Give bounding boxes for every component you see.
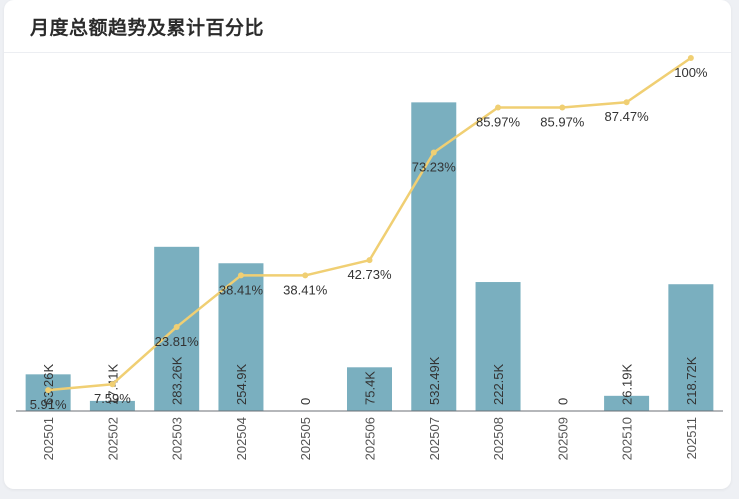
bar-value-label: 0 (298, 398, 313, 405)
combo-chart: 63.26K17.41K283.26K254.9K075.4K532.49K22… (16, 55, 723, 460)
line-value-label: 23.81% (155, 334, 200, 349)
line-value-label: 85.97% (476, 115, 521, 130)
bar-value-label: 0 (555, 398, 570, 405)
x-tick-label: 202511 (684, 417, 699, 459)
line-point-202510 (623, 99, 630, 106)
line-point-202511 (687, 55, 694, 61)
line-point-202501 (45, 387, 52, 394)
bar-202510 (604, 395, 650, 411)
line-value-label: 42.73% (347, 267, 392, 282)
bar-202508 (475, 282, 521, 411)
line-value-label: 38.41% (283, 282, 328, 297)
line-point-202509 (559, 104, 566, 111)
line-point-202505 (302, 272, 309, 279)
x-tick-label: 202503 (170, 417, 185, 460)
line-value-label: 73.23% (412, 159, 457, 174)
line-value-label: 87.47% (605, 109, 650, 124)
line-value-label: 5.91% (30, 397, 67, 412)
x-tick-label: 202508 (491, 417, 506, 460)
line-point-202503 (173, 323, 180, 330)
bar-value-label: 532.49K (427, 356, 442, 405)
line-value-label: 85.97% (540, 115, 585, 130)
bar-value-label: 218.72K (684, 356, 699, 405)
x-tick-label: 202505 (298, 417, 313, 460)
chart-card: 月度总额趋势及累计百分比 63.26K17.41K283.26K254.9K07… (4, 0, 731, 489)
bar-202502 (89, 400, 135, 411)
line-point-202506 (366, 257, 373, 264)
x-tick-label: 202509 (555, 417, 570, 460)
line-point-202504 (237, 272, 244, 279)
bar-value-label: 75.4K (363, 371, 378, 405)
x-tick-label: 202507 (427, 417, 442, 460)
bar-value-label: 283.26K (170, 356, 185, 405)
card-header: 月度总额趋势及累计百分比 (4, 0, 731, 53)
bar-value-label: 63.26K (41, 363, 56, 405)
line-point-202502 (109, 381, 116, 388)
cumulative-line (48, 56, 692, 392)
bar-202506 (347, 367, 392, 411)
bar-value-label: 254.9K (234, 363, 249, 405)
line-value-label: 38.41% (219, 282, 264, 297)
line-point-202508 (495, 104, 502, 111)
line-value-label: 100% (674, 65, 708, 80)
x-tick-label: 202506 (363, 417, 378, 460)
bar-202511 (668, 284, 714, 411)
line-point-202507 (430, 149, 437, 156)
x-tick-label: 202510 (620, 417, 635, 460)
chart-title: 月度总额趋势及累计百分比 (30, 17, 265, 39)
bar-value-label: 222.5K (491, 363, 506, 405)
line-value-label: 7.59% (94, 391, 131, 406)
x-tick-label: 202504 (234, 417, 249, 460)
bar-value-label: 26.19K (620, 363, 635, 405)
x-tick-label: 202501 (41, 417, 56, 460)
x-tick-label: 202502 (105, 417, 120, 460)
